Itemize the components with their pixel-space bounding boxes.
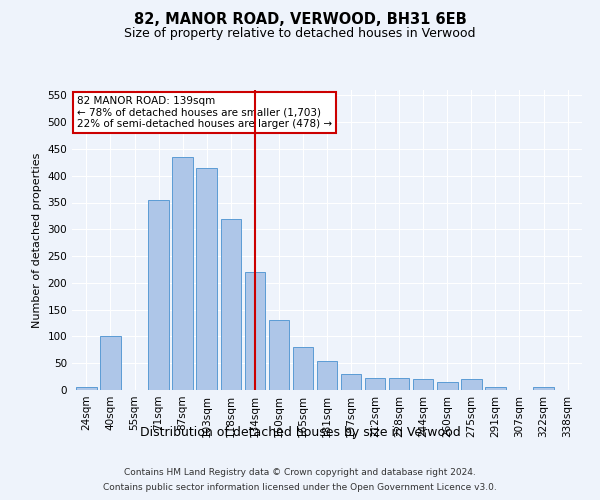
Bar bbox=[148, 200, 169, 390]
Text: 82 MANOR ROAD: 139sqm
← 78% of detached houses are smaller (1,703)
22% of semi-d: 82 MANOR ROAD: 139sqm ← 78% of detached … bbox=[77, 96, 332, 129]
Text: Size of property relative to detached houses in Verwood: Size of property relative to detached ho… bbox=[124, 28, 476, 40]
Text: Distribution of detached houses by size in Verwood: Distribution of detached houses by size … bbox=[140, 426, 460, 439]
Bar bbox=[245, 272, 265, 390]
Bar bbox=[341, 374, 361, 390]
Text: Contains HM Land Registry data © Crown copyright and database right 2024.: Contains HM Land Registry data © Crown c… bbox=[124, 468, 476, 477]
Bar bbox=[221, 218, 241, 390]
Bar bbox=[76, 388, 97, 390]
Bar bbox=[317, 360, 337, 390]
Bar bbox=[196, 168, 217, 390]
Y-axis label: Number of detached properties: Number of detached properties bbox=[32, 152, 42, 328]
Bar bbox=[172, 157, 193, 390]
Text: 82, MANOR ROAD, VERWOOD, BH31 6EB: 82, MANOR ROAD, VERWOOD, BH31 6EB bbox=[134, 12, 466, 28]
Bar bbox=[365, 378, 385, 390]
Bar bbox=[389, 378, 409, 390]
Bar bbox=[485, 388, 506, 390]
Bar bbox=[461, 380, 482, 390]
Bar bbox=[413, 380, 433, 390]
Bar bbox=[533, 388, 554, 390]
Bar bbox=[100, 336, 121, 390]
Bar bbox=[437, 382, 458, 390]
Bar bbox=[293, 347, 313, 390]
Text: Contains public sector information licensed under the Open Government Licence v3: Contains public sector information licen… bbox=[103, 483, 497, 492]
Bar bbox=[269, 320, 289, 390]
